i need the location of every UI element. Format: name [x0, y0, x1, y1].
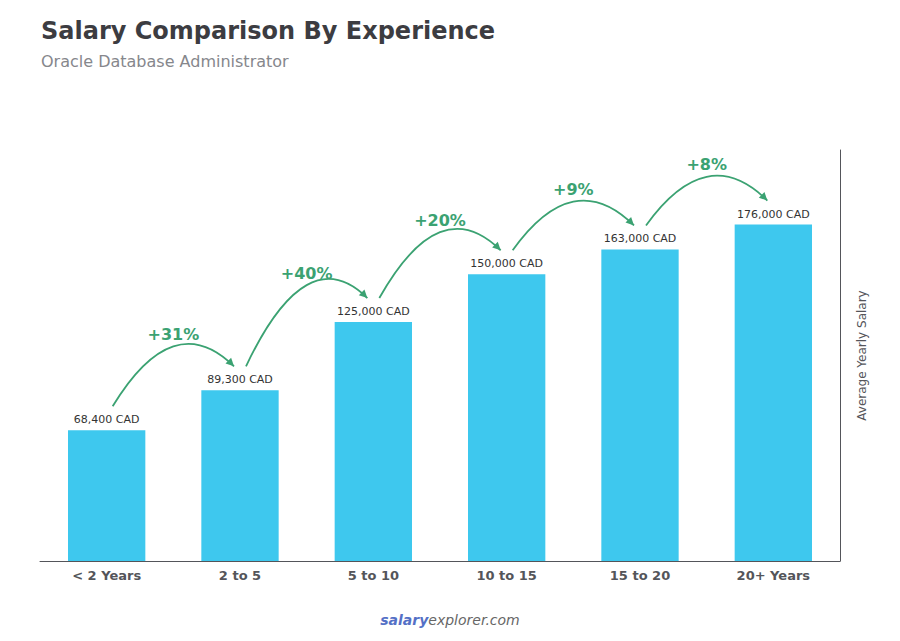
svg-text:+31%: +31%	[147, 325, 199, 344]
svg-text:89,300 CAD: 89,300 CAD	[207, 373, 273, 386]
svg-text:176,000 CAD: 176,000 CAD	[737, 208, 810, 221]
svg-text:explorer.com: explorer.com	[428, 612, 519, 628]
svg-text:salary: salary	[380, 612, 429, 628]
svg-text:68,400 CAD: 68,400 CAD	[74, 413, 140, 426]
svg-text:+40%: +40%	[281, 264, 333, 283]
svg-text:10 to 15: 10 to 15	[476, 568, 536, 583]
svg-text:150,000 CAD: 150,000 CAD	[470, 257, 543, 270]
svg-text:5 to 10: 5 to 10	[348, 568, 399, 583]
svg-text:Average Yearly Salary: Average Yearly Salary	[855, 290, 869, 420]
svg-text:+9%: +9%	[553, 180, 594, 199]
svg-text:20+ Years: 20+ Years	[737, 568, 811, 583]
svg-text:Salary Comparison By Experienc: Salary Comparison By Experience	[41, 17, 495, 45]
svg-text:+20%: +20%	[414, 211, 466, 230]
svg-text:163,000 CAD: 163,000 CAD	[604, 232, 677, 245]
svg-text:< 2 Years: < 2 Years	[72, 568, 141, 583]
svg-text:15 to 20: 15 to 20	[610, 568, 670, 583]
svg-text:+8%: +8%	[686, 155, 727, 174]
svg-text:Oracle Database Administrator: Oracle Database Administrator	[41, 52, 289, 71]
svg-text:2 to 5: 2 to 5	[219, 568, 261, 583]
svg-text:125,000 CAD: 125,000 CAD	[337, 305, 410, 318]
